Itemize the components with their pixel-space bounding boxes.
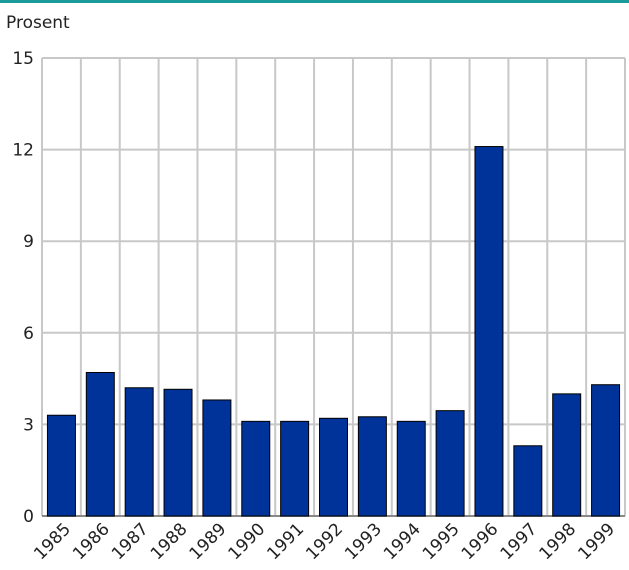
bar [357,416,387,517]
y-tick-label: 3 [23,415,34,435]
bar [280,420,310,517]
bar [513,445,543,517]
bar [591,384,621,517]
x-tick-label: 1994 [380,519,425,564]
y-tick-label: 15 [12,49,34,69]
x-tick-label: 1999 [574,519,619,564]
x-tick-label: 1988 [147,519,192,564]
x-tick-label: 1998 [536,519,581,564]
x-tick-label: 1987 [108,519,153,564]
y-tick-label: 9 [23,232,34,252]
y-axis-label: Prosent [6,13,70,33]
x-tick-label: 1992 [302,519,347,564]
bar [46,414,76,517]
bar [319,417,348,517]
top-rule [0,0,629,3]
bar [552,393,582,517]
bar [163,388,193,517]
x-tick-label: 1986 [69,519,114,564]
bar [396,420,426,517]
x-tick-label: 1995 [419,519,464,564]
x-tick-label: 1990 [225,519,270,564]
bar [124,387,154,517]
y-tick-label: 6 [23,324,34,344]
x-tick-label: 1985 [30,519,75,564]
x-tick-label: 1997 [497,519,542,564]
y-tick-label: 0 [23,507,34,527]
bar [202,399,232,517]
x-tick-label: 1993 [341,519,386,564]
x-tick-label: 1989 [186,519,231,564]
bar [85,371,115,517]
bar [474,146,504,517]
bar [241,420,271,517]
x-tick-label: 1991 [263,519,308,564]
y-tick-label: 12 [12,141,34,161]
x-tick-label: 1996 [458,519,503,564]
bar [435,410,465,517]
